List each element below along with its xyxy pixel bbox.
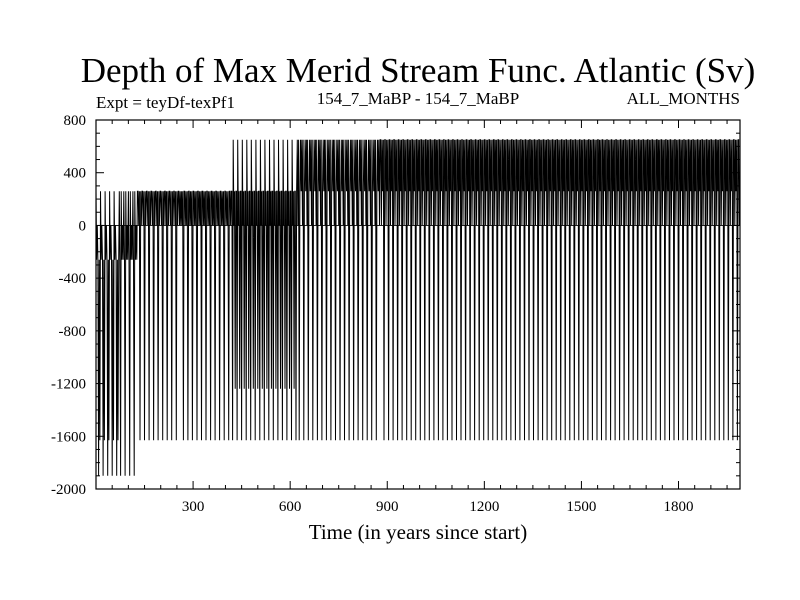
y-tick-label: -800 [59, 324, 87, 340]
y-tick-label: -1600 [51, 429, 86, 445]
x-tick-label: 1800 [664, 499, 694, 515]
x-tick-label: 1200 [469, 499, 499, 515]
y-axis: 800 400 0 -400 -800 -1200 -1600 -2000 [51, 113, 740, 498]
x-axis: 300 600 900 1200 1500 1800 [111, 120, 728, 515]
y-tick-label: 400 [64, 166, 87, 182]
x-tick-label: 600 [279, 499, 302, 515]
x-tick-label: 300 [182, 499, 205, 515]
y-tick-label: -400 [59, 271, 87, 287]
x-axis-label: Time (in years since start) [309, 520, 528, 544]
chart-center-subtitle: 154_7_MaBP - 154_7_MaBP [317, 89, 519, 108]
x-tick-label: 900 [376, 499, 399, 515]
chart-title: Depth of Max Merid Stream Func. Atlantic… [81, 51, 756, 90]
data-series-line [95, 139, 740, 476]
y-tick-label: -2000 [51, 482, 86, 498]
x-tick-label: 1500 [566, 499, 596, 515]
chart-right-subtitle: ALL_MONTHS [627, 89, 740, 108]
y-tick-label: 0 [79, 218, 87, 234]
y-tick-label: 800 [64, 113, 87, 129]
y-tick-label: -1200 [51, 377, 86, 393]
plot-area [95, 139, 740, 476]
chart-left-subtitle: Expt = teyDf-texPf1 [96, 93, 235, 112]
